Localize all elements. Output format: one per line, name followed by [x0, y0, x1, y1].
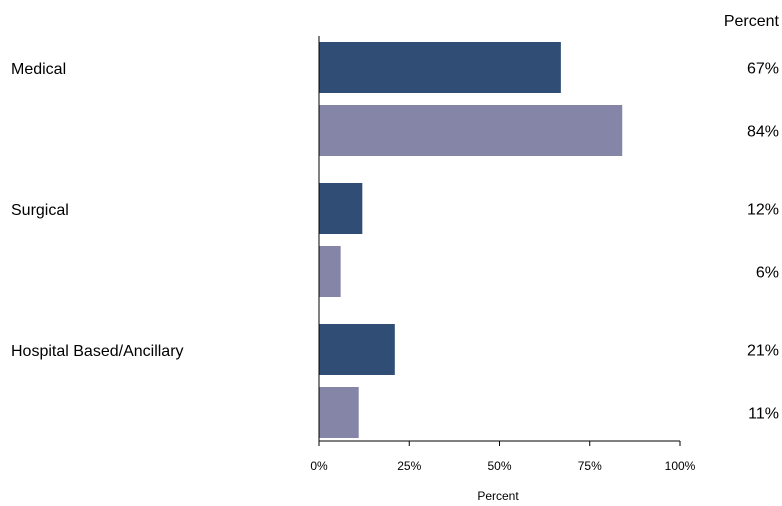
value-label: 12%: [747, 202, 779, 219]
value-label: 21%: [747, 343, 779, 360]
bar: [319, 105, 623, 156]
value-label: 67%: [747, 61, 779, 78]
category-label: Medical: [11, 61, 66, 78]
labels-group: Medical 67% 84% Surgical 12% 6% Hospital Based…: [11, 61, 779, 423]
bars-group: [319, 42, 623, 438]
category-label: Hospital Based/Ancillary: [11, 343, 184, 360]
x-tick-label: 25%: [397, 459, 421, 473]
axes-group: 0% 25% 50% 75% 100%: [310, 36, 696, 473]
x-axis-title: Percent: [477, 489, 519, 503]
x-tick-label: 50%: [487, 459, 511, 473]
x-tick-label: 75%: [578, 459, 602, 473]
value-label: 6%: [756, 265, 779, 282]
bar: [319, 387, 359, 438]
category-label: Surgical: [11, 202, 69, 219]
bar: [319, 324, 395, 375]
x-tick-label: 0%: [310, 459, 328, 473]
bar: [319, 42, 561, 93]
value-label: 84%: [747, 124, 779, 141]
x-tick-label: 100%: [665, 459, 696, 473]
bar: [319, 183, 363, 234]
value-label: 11%: [748, 406, 779, 423]
value-column-header: Percent: [724, 13, 780, 30]
bar: [319, 246, 341, 297]
